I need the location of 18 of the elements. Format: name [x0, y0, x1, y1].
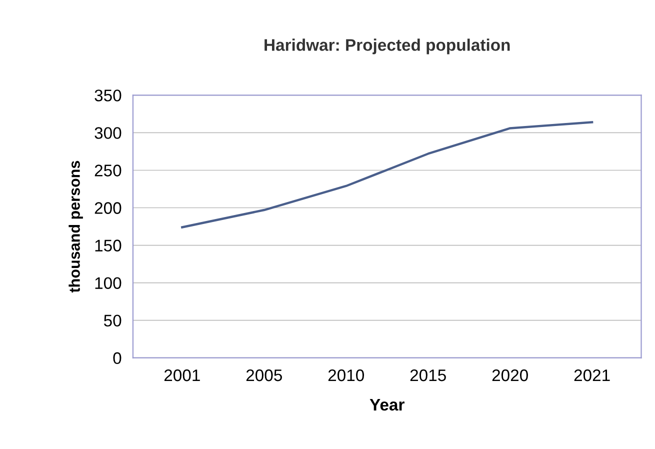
y-tick-label: 200: [94, 202, 122, 214]
x-axis-title: Year: [370, 399, 404, 411]
x-tick-label: 2020: [492, 369, 528, 382]
y-tick-label: 100: [95, 277, 122, 290]
y-tick-label: 0: [113, 352, 122, 364]
y-tick-label: 50: [104, 314, 122, 327]
y-tick-label: 150: [95, 240, 122, 252]
x-tick-label: 2010: [328, 369, 364, 382]
line-series: [181, 121, 594, 228]
x-tick-label: 2021: [574, 369, 610, 382]
chart-title: Haridwar: Projected population: [264, 38, 510, 54]
y-tick-label: 350: [94, 90, 122, 102]
x-tick-label: 2015: [410, 369, 446, 382]
y-tick-label: 300: [94, 127, 122, 139]
x-tick-label: 2001: [164, 369, 200, 382]
y-tick-label: 250: [94, 164, 122, 176]
x-tick-label: 2005: [246, 369, 282, 382]
y-axis-title: thousand persons: [68, 160, 83, 293]
